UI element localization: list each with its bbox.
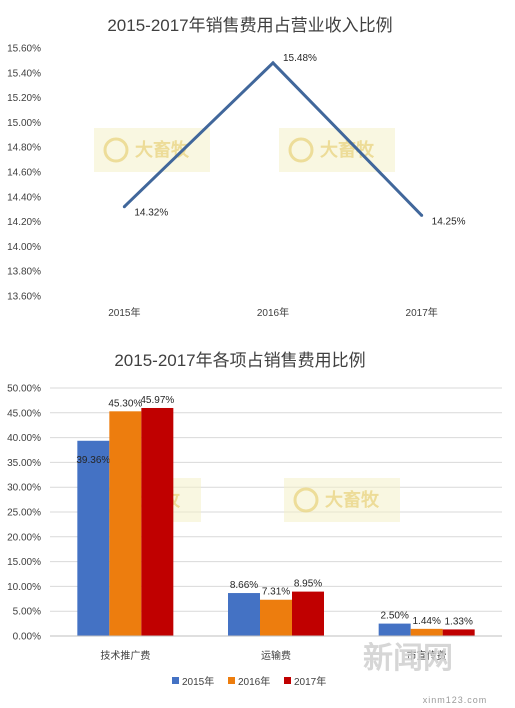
bar-chart-title: 2015-2017年各项占销售费用比例 <box>114 351 365 370</box>
y-tick-label: 5.00% <box>13 607 41 618</box>
bar-data-label: 45.30% <box>108 398 142 409</box>
watermark-brand-text: 大畜牧 <box>320 139 375 160</box>
line-point <box>420 213 424 217</box>
watermark-logo-icon <box>103 137 129 163</box>
watermark-brand-text: 大畜牧 <box>325 489 380 510</box>
x-tick-label: 运输费 <box>261 649 291 662</box>
bar-chart-bars: 39.36% 8.66% 2.50% 45.30% 7.31% 1.44% 45.97% 8.… <box>50 395 502 637</box>
line-data-label: 14.32% <box>134 208 168 219</box>
bar <box>410 628 443 636</box>
y-tick-label: 35.00% <box>7 458 41 469</box>
site-watermark: 新闻网 xinm123.com <box>363 642 488 705</box>
line-chart-x-axis: 2015年 2016年 2017年 <box>108 306 438 319</box>
bar-chart-y-axis: 0.00% 5.00% 10.00% 15.00% 20.00% 25.00% 30.00%… <box>7 384 41 643</box>
y-tick-label: 14.00% <box>7 242 41 253</box>
bar-data-label: 1.44% <box>412 616 440 627</box>
line-data-label: 14.25% <box>432 216 466 227</box>
bar <box>77 440 110 636</box>
bar <box>292 591 324 636</box>
line-chart: 2015-2017年销售费用占营业收入比例 大畜牧 大畜牧 13.60% 13.80… <box>7 16 466 319</box>
y-tick-label: 13.80% <box>7 267 41 278</box>
y-tick-label: 40.00% <box>7 433 41 444</box>
bar <box>228 593 260 636</box>
legend-label: 2015年 <box>182 675 214 688</box>
x-tick-label: 2017年 <box>406 306 438 319</box>
bar-data-label: 7.31% <box>262 587 290 598</box>
bar <box>442 629 475 636</box>
bar-chart-legend: 2015年 2016年 2017年 <box>172 675 326 688</box>
x-tick-label: 2015年 <box>108 306 140 319</box>
y-tick-label: 0.00% <box>13 632 41 643</box>
bar <box>141 407 174 636</box>
y-tick-label: 14.60% <box>7 168 41 179</box>
watermark-box <box>284 478 400 522</box>
y-tick-label: 13.60% <box>7 292 41 303</box>
line-chart-watermark: 大畜牧 大畜牧 <box>94 128 395 172</box>
y-tick-label: 15.00% <box>7 557 41 568</box>
bar <box>109 411 142 636</box>
site-url-text: xinm123.com <box>423 695 488 705</box>
line-chart-title: 2015-2017年销售费用占营业收入比例 <box>107 16 392 35</box>
x-tick-label: 2016年 <box>257 306 289 319</box>
legend-label: 2017年 <box>294 675 326 688</box>
legend-label: 2016年 <box>238 675 270 688</box>
watermark-badge-right: 大畜牧 <box>279 128 395 172</box>
watermark-logo-icon <box>293 487 319 513</box>
y-tick-label: 15.40% <box>7 68 41 79</box>
line-point <box>122 205 126 209</box>
y-tick-label: 15.00% <box>7 118 41 129</box>
y-tick-label: 14.80% <box>7 143 41 154</box>
legend-swatch <box>172 677 179 684</box>
bar-data-label: 1.33% <box>444 616 472 627</box>
bar-data-label: 2.50% <box>380 611 408 622</box>
bar-data-label: 8.95% <box>294 579 322 590</box>
line-chart-series: 14.32% 15.48% 14.25% <box>122 53 466 227</box>
bar-data-label: 39.36% <box>76 455 110 466</box>
y-tick-label: 30.00% <box>7 483 41 494</box>
site-stamp-text: 新闻网 <box>363 642 453 675</box>
line-point <box>271 61 275 65</box>
line-chart-y-axis: 13.60% 13.80% 14.00% 14.20% 14.40% 14.60% 14.8… <box>7 44 41 303</box>
y-tick-label: 14.20% <box>7 217 41 228</box>
legend-swatch <box>228 677 235 684</box>
y-tick-label: 45.00% <box>7 408 41 419</box>
watermark-badge-left: 大畜牧 <box>94 128 210 172</box>
legend-swatch <box>284 677 291 684</box>
y-tick-label: 10.00% <box>7 582 41 593</box>
bar-data-label: 45.97% <box>140 395 174 406</box>
y-tick-label: 14.40% <box>7 192 41 203</box>
x-tick-label: 技术推广费 <box>100 649 150 662</box>
bar <box>260 599 292 636</box>
line-data-label: 15.48% <box>283 53 317 64</box>
y-tick-label: 20.00% <box>7 532 41 543</box>
bar <box>378 623 411 636</box>
watermark-box <box>279 128 395 172</box>
bar-data-label: 8.66% <box>230 580 258 591</box>
y-tick-label: 25.00% <box>7 508 41 519</box>
x-tick-label: 市宣传费 <box>407 649 447 662</box>
watermark-badge-right: 大畜牧 <box>284 478 400 522</box>
watermark-box <box>94 128 210 172</box>
watermark-logo-icon <box>288 137 314 163</box>
y-tick-label: 50.00% <box>7 384 41 395</box>
bar-chart-x-axis: 技术推广费 运输费 市宣传费 <box>100 649 446 662</box>
y-tick-label: 15.60% <box>7 44 41 55</box>
y-tick-label: 15.20% <box>7 93 41 104</box>
